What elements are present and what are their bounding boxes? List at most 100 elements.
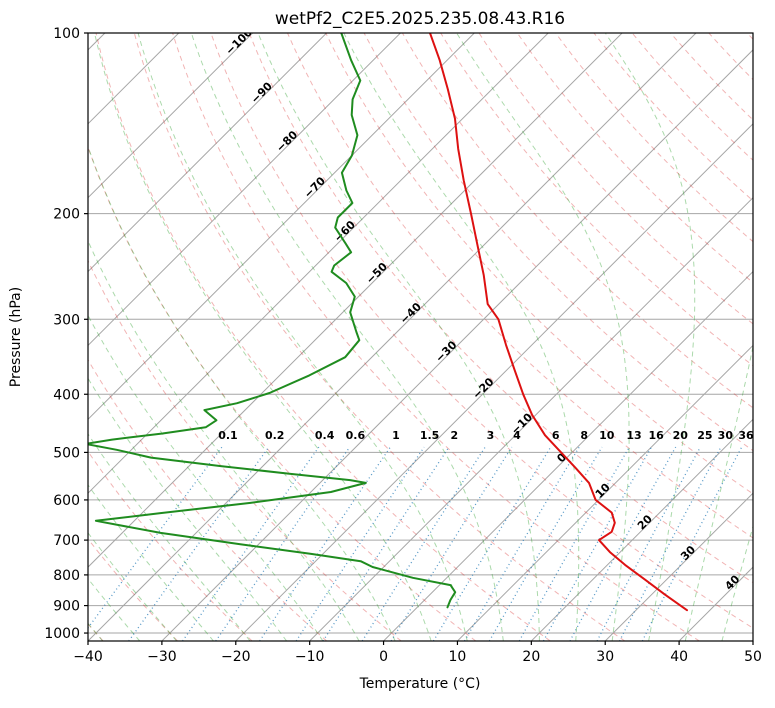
temperature-tick-label: 50 [744, 649, 762, 665]
dry-adiabat-line [248, 33, 753, 584]
pressure-tick-label: 100 [53, 26, 80, 42]
mixing-ratio-line [542, 446, 652, 641]
dry-adiabat-line [88, 259, 402, 641]
mixing-ratio-line [88, 446, 223, 630]
pressure-tick-label: 200 [53, 207, 80, 223]
isotherm-line [383, 270, 753, 641]
moist-adiabat-line [88, 144, 396, 641]
mixing-ratio-label: 36 [738, 429, 754, 442]
mixing-ratio-line [361, 446, 486, 641]
temperature-tick-label: −30 [147, 649, 177, 665]
mixing-ratio-line [518, 446, 630, 641]
mixing-ratio-label: 13 [626, 429, 641, 442]
moist-adiabat-line [604, 33, 696, 641]
mixing-ratio-label: 1.5 [420, 429, 440, 442]
dry-adiabat-line [172, 33, 700, 641]
pressure-tick-label: 900 [53, 599, 80, 615]
dry-adiabat-line [631, 33, 753, 161]
mixing-ratio-line [464, 446, 580, 641]
mixing-ratio-line [322, 446, 450, 641]
mixing-ratio-label: 30 [718, 429, 734, 442]
temperature-tick-label: 30 [596, 649, 614, 665]
mixing-ratio-label: 25 [697, 429, 712, 442]
moist-adiabat-line [190, 33, 504, 641]
dry-adiabat-line [133, 33, 626, 641]
isotherm-line [88, 33, 623, 568]
moist-adiabat-line [88, 314, 324, 641]
isotherm-line [88, 33, 327, 273]
mixing-ratio-line [569, 446, 677, 641]
dry-adiabat-line [593, 33, 753, 202]
mixing-ratio-line [432, 446, 552, 641]
mixing-ratio-label: 2 [450, 429, 458, 442]
mixing-ratio-label: 0.2 [265, 429, 285, 442]
isotherm-line [88, 33, 254, 199]
dry-adiabat-line [325, 33, 753, 495]
moist-adiabat-line [343, 33, 580, 641]
mixing-ratio-label: 3 [487, 429, 495, 442]
isotherm-line [161, 49, 753, 641]
mixing-ratio-line [215, 446, 351, 641]
isotherm-line [604, 492, 753, 641]
moist-adiabat-line [456, 33, 630, 641]
mixing-ratio-label: 0.4 [315, 429, 335, 442]
temperature-tick-label: 10 [449, 649, 467, 665]
temperature-tick-label: −20 [221, 649, 251, 665]
isotherm-line [88, 33, 180, 125]
isotherm-line [88, 33, 549, 494]
dry-adiabat-line [88, 450, 253, 641]
mixing-ratio-line [596, 446, 701, 641]
mixing-ratio-line [182, 446, 320, 641]
isotherm-line [88, 33, 401, 347]
temperature-curve [429, 33, 688, 612]
mixing-ratio-label: 6 [552, 429, 560, 442]
moist-adiabat-line [257, 33, 540, 641]
mixing-ratio-label: 4 [513, 429, 521, 442]
dry-adiabat-line [516, 33, 753, 284]
dry-adiabat-line [555, 33, 753, 243]
isotherm-label: −50 [364, 260, 391, 287]
mixing-ratio-label: 20 [673, 429, 689, 442]
mixing-ratio-layer [88, 446, 743, 641]
dry-adiabat-line [478, 33, 753, 325]
moist-adiabat-line [88, 532, 178, 641]
dry-adiabat-layer [88, 33, 753, 641]
isotherm-line [88, 33, 697, 641]
moist-adiabat-line [721, 524, 753, 641]
pressure-tick-label: 800 [53, 568, 80, 584]
isotherm-label: 20 [635, 512, 655, 532]
dry-adiabat-line [746, 33, 753, 40]
chart-title: wetPf2_C2E5.2025.235.08.43.R16 [275, 9, 565, 29]
moist-adiabat-layer [88, 33, 753, 641]
profile-layer [88, 33, 688, 612]
mixing-ratio-line [641, 446, 743, 641]
moist-adiabat-line [684, 343, 753, 641]
pressure-tick-label: 1000 [44, 626, 80, 642]
dry-adiabat-line [95, 33, 551, 641]
isotherm-line [235, 123, 753, 641]
isotherm-label: −40 [397, 300, 424, 327]
temperature-tick-label: −10 [295, 649, 325, 665]
moist-adiabat-line [88, 239, 360, 641]
dry-adiabat-line [363, 33, 753, 452]
mixing-ratio-label: 0.1 [218, 429, 238, 442]
mixing-ratio-line [619, 446, 722, 641]
x-axis-label: Temperature (°C) [359, 676, 481, 692]
moist-adiabat-line [88, 377, 288, 641]
isotherm-line [88, 33, 475, 421]
isotherm-line [309, 196, 753, 641]
isotherm-label: 30 [678, 543, 698, 563]
dry-adiabat-line [88, 538, 178, 641]
isotherm-label: −30 [433, 338, 460, 365]
isotherm-label: −100 [223, 25, 255, 57]
mixing-ratio-label: 0.6 [346, 429, 366, 442]
dry-adiabat-line [88, 358, 328, 641]
dewpoint-curve [88, 33, 457, 609]
inline-label-layer: 0.1 0.2 0.4 0.6 1 1.5 2 3 4 6 8 10 13 16 20 25 30 36 −100 −… [218, 25, 754, 593]
moist-adiabat-line [88, 484, 214, 641]
dry-adiabat-line [210, 33, 753, 629]
mixing-ratio-label: 1 [392, 429, 400, 442]
